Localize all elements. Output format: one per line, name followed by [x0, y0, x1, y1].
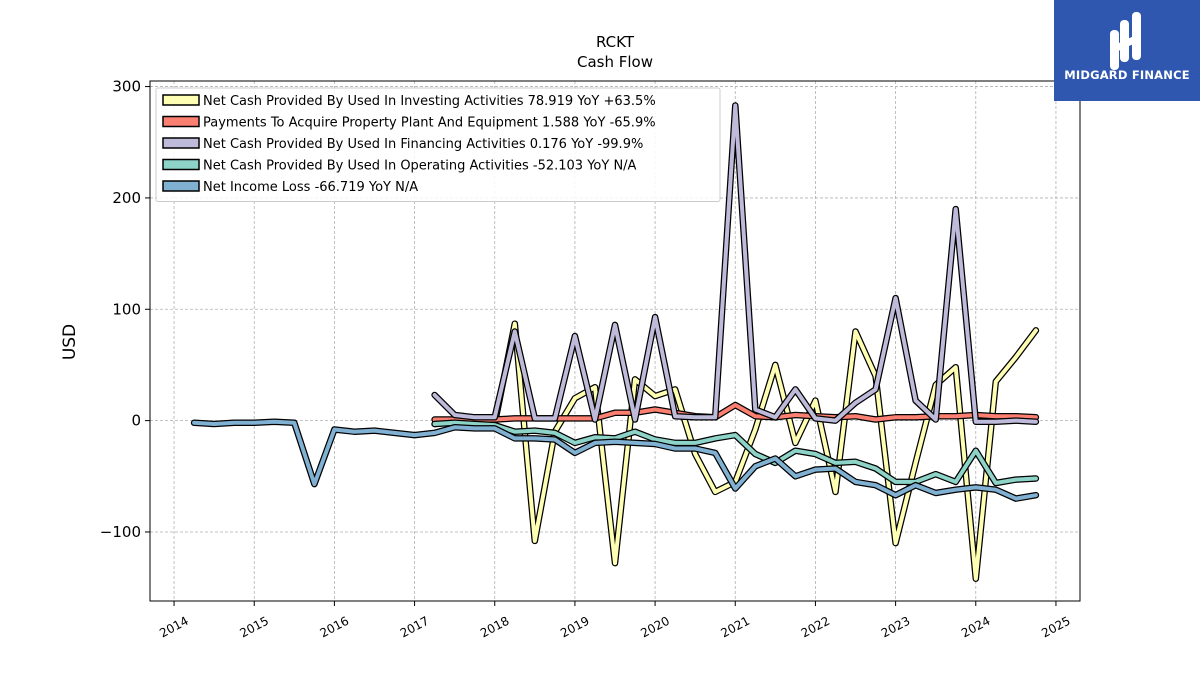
- legend-label: Net Cash Provided By Used In Investing A…: [203, 94, 656, 109]
- x-tick-label: 2024: [959, 614, 993, 641]
- x-tick-label: 2025: [1039, 614, 1073, 641]
- logo-mark-icon: [1110, 12, 1141, 70]
- series-layer: [190, 102, 1040, 582]
- legend-label: Net Cash Provided By Used In Operating A…: [203, 159, 637, 174]
- legend-swatch: [162, 158, 200, 171]
- x-tick-label: 2020: [638, 614, 672, 641]
- x-tick-label: 2023: [879, 614, 913, 641]
- legend-swatch: [162, 94, 200, 106]
- midgard-finance-logo: MIDGARD FINANCE: [1054, 0, 1200, 101]
- plot-frame: [149, 80, 1081, 602]
- legend-box: [155, 87, 721, 202]
- x-tick-label: 2018: [478, 614, 512, 641]
- x-tick-label: 2017: [398, 614, 432, 641]
- y-tick-label: 200: [112, 189, 141, 207]
- x-tick-label: 2021: [718, 614, 752, 641]
- x-tick-label: 2022: [799, 614, 833, 641]
- chart-subtitle: Cash Flow: [577, 53, 653, 71]
- legend-label: Payments To Acquire Property Plant And E…: [203, 116, 656, 131]
- y-tick-label: 100: [112, 300, 141, 318]
- legend-swatch: [162, 115, 200, 128]
- x-tick-label: 2014: [157, 614, 191, 641]
- x-tick-label: 2016: [318, 614, 352, 641]
- series-line-4: [192, 419, 1038, 501]
- legend-swatch: [162, 137, 200, 149]
- legend: Net Cash Provided By Used In Investing A…: [155, 87, 721, 202]
- y-tick-label: −100: [100, 523, 141, 541]
- chart-title: RCKT: [596, 33, 635, 51]
- y-tick-label: 0: [131, 412, 141, 430]
- y-tick-label: 300: [112, 78, 141, 96]
- logo-text: MIDGARD FINANCE: [1064, 68, 1190, 82]
- legend-swatch: [162, 180, 200, 192]
- y-axis-label: USD: [60, 324, 80, 360]
- series-line-3: [432, 420, 1038, 485]
- series-line-2: [432, 103, 1038, 424]
- legend-label: Net Cash Provided By Used In Financing A…: [203, 137, 643, 152]
- x-tick-label: 2015: [237, 614, 271, 641]
- legend-label: Net Income Loss -66.719 YoY N/A: [203, 180, 418, 195]
- x-tick-label: 2019: [558, 614, 592, 641]
